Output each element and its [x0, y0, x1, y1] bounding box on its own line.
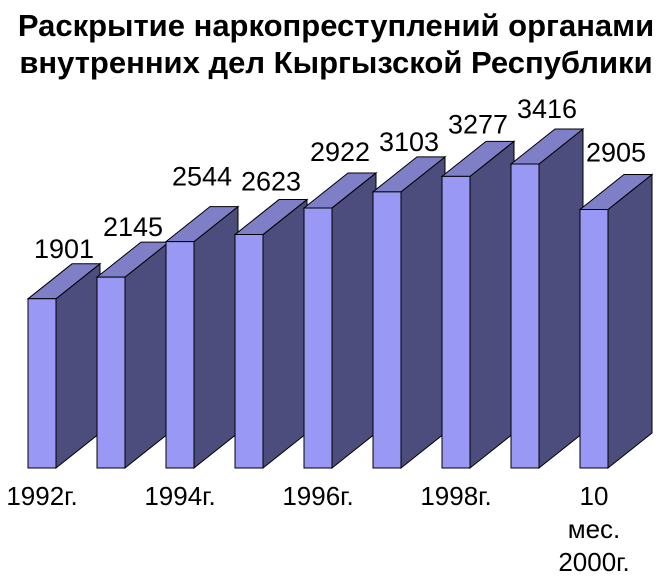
- bars-layer: [26, 127, 654, 470]
- x-axis-label-line: 1996г.: [282, 481, 353, 511]
- bar-3d: [509, 127, 585, 470]
- bar-front-face: [510, 163, 540, 469]
- bar-side-face: [55, 262, 101, 470]
- x-axis-label-line: 1992г.: [6, 481, 77, 511]
- bar-value-label: 2905: [586, 137, 646, 167]
- chart-title-line-2: внутренних дел Кыргызской Республики: [19, 45, 652, 80]
- bar-side-face: [469, 140, 515, 470]
- bar-front-face: [303, 207, 333, 469]
- bar-value-label: 2922: [310, 137, 370, 167]
- bar-side-face: [331, 171, 377, 470]
- bar-value-label: 2623: [241, 167, 301, 197]
- bar-3d: [233, 198, 309, 470]
- value-labels-layer: 1901 2145 2544 2623 2922 3103 3277 3416 2905: [34, 94, 646, 264]
- bar-side-face: [262, 198, 308, 470]
- x-axis-label: 1992г.: [6, 481, 77, 511]
- bar-front-face: [165, 241, 195, 469]
- x-axis-label-line: 10: [580, 481, 609, 511]
- bar-front-face: [579, 208, 609, 469]
- x-axis-label: 1994г.: [144, 481, 215, 511]
- bar-3d: [26, 262, 102, 470]
- bar-value-label: 2145: [103, 212, 163, 242]
- x-axis-label-line: 2000г.: [558, 547, 629, 577]
- bar-side-face: [400, 155, 446, 470]
- bar-3d: [95, 241, 171, 470]
- bar-value-label: 1901: [34, 234, 94, 264]
- bar-value-label: 3103: [379, 127, 439, 157]
- x-axis-label: 1996г.: [282, 481, 353, 511]
- bar-value-label: 3277: [448, 109, 508, 139]
- bar-side-face: [193, 205, 239, 470]
- bar-front-face: [96, 276, 126, 469]
- bar-3d: [164, 205, 240, 470]
- bar-front-face: [27, 298, 57, 469]
- x-axis-label-line: 1998г.: [420, 481, 491, 511]
- bar-front-face: [372, 191, 402, 469]
- bar-3d: [371, 155, 447, 470]
- bar-value-label: 3416: [517, 94, 577, 124]
- x-axis-label-line: 1994г.: [144, 481, 215, 511]
- bar-3d: [302, 171, 378, 470]
- x-axis-label: 1998г.: [420, 481, 491, 511]
- bar-front-face: [234, 234, 264, 469]
- bar-3d: [578, 173, 654, 470]
- bar-side-face: [124, 241, 170, 470]
- bar-value-label: 2544: [172, 162, 232, 192]
- x-axis-label-line: мес.: [568, 514, 621, 544]
- bar-side-face: [538, 127, 584, 470]
- bar-side-face: [607, 173, 653, 470]
- bar-3d: [440, 140, 516, 470]
- bar-front-face: [441, 175, 471, 469]
- chart-title-line-1: Раскрытие наркопреступлений органами: [18, 8, 654, 43]
